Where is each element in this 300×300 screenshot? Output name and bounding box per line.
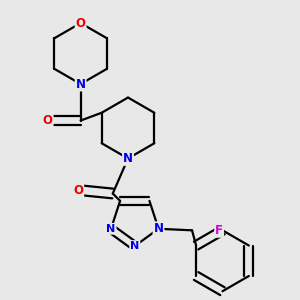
Text: N: N (154, 222, 164, 235)
Text: N: N (130, 241, 140, 251)
Text: F: F (215, 224, 223, 237)
Text: O: O (73, 184, 83, 197)
Text: O: O (43, 114, 52, 127)
Text: N: N (123, 152, 133, 165)
Text: N: N (106, 224, 116, 234)
Text: N: N (76, 77, 85, 91)
Text: O: O (76, 16, 85, 30)
